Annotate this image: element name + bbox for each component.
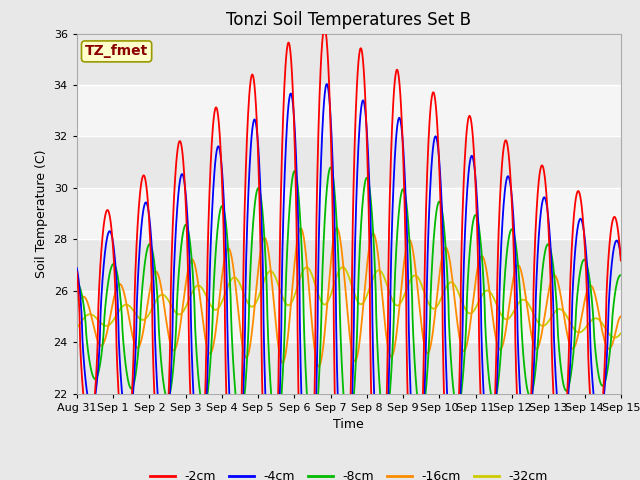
Y-axis label: Soil Temperature (C): Soil Temperature (C)	[35, 149, 48, 278]
Title: Tonzi Soil Temperatures Set B: Tonzi Soil Temperatures Set B	[227, 11, 471, 29]
Bar	[77, 34, 621, 85]
Legend: -2cm, -4cm, -8cm, -16cm, -32cm: -2cm, -4cm, -8cm, -16cm, -32cm	[145, 465, 553, 480]
Bar	[77, 240, 621, 291]
X-axis label: Time: Time	[333, 418, 364, 431]
Text: TZ_fmet: TZ_fmet	[85, 44, 148, 59]
Bar	[77, 136, 621, 188]
Bar	[77, 342, 621, 394]
